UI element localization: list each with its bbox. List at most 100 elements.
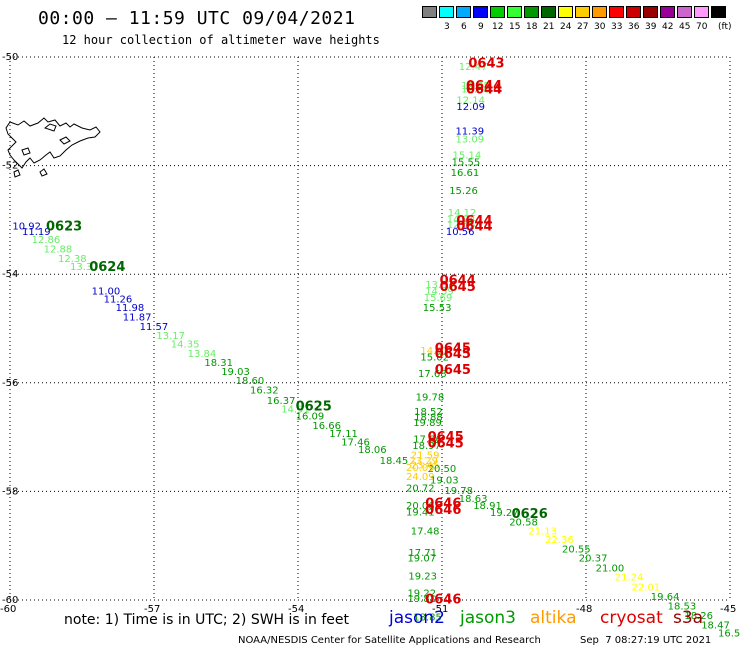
colorbar-swatch <box>490 6 505 18</box>
wave-height-label: 18.88 <box>414 412 443 423</box>
colorbar-swatch <box>609 6 624 18</box>
wave-height-label: 12.88 <box>461 84 490 95</box>
wave-height-label: 16.66 <box>312 421 341 432</box>
colorbar-swatch <box>694 6 709 18</box>
pass-time-label: 0646 <box>425 592 461 607</box>
footer-timestamp: Sep 7 08:27:19 UTC 2021 <box>580 635 712 646</box>
wave-height-label: 17.46 <box>341 437 370 448</box>
satellite-legend-altika: altika <box>530 608 577 628</box>
map-note: note: 1) Time is in UTC; 2) SWH is in fe… <box>64 612 350 628</box>
colorbar-tick-label: 36 <box>628 22 640 32</box>
wave-height-label: 15.26 <box>449 186 478 197</box>
colorbar-swatch <box>575 6 590 18</box>
wave-height-label: 22.36 <box>545 535 574 546</box>
wave-height-label: 11.87 <box>123 313 152 324</box>
wave-height-label: 18.97 <box>412 441 441 452</box>
colorbar-tick-label: 3 <box>444 22 450 32</box>
wave-height-label: 13.17 <box>156 331 185 342</box>
wave-height-label: 13.53 <box>425 280 454 291</box>
wave-height-label: 17.11 <box>329 429 358 440</box>
wave-height-label: 16.37 <box>267 396 296 407</box>
wave-height-label: 15.69 <box>424 293 453 304</box>
wave-height-label: 14.91 <box>281 404 310 415</box>
wave-height-label: 12.55 <box>447 220 476 231</box>
wave-height-label: 18.31 <box>204 358 233 369</box>
colorbar-swatch <box>677 6 692 18</box>
wave-height-label: 14.59 <box>425 286 454 297</box>
wave-height-label: 12.88 <box>44 245 73 256</box>
lat-tick-label: -58 <box>2 486 18 497</box>
wave-height-label: 16.09 <box>296 411 325 422</box>
wave-height-label: 15.55 <box>452 157 481 168</box>
map-subtitle: 12 hour collection of altimeter wave hei… <box>62 33 380 47</box>
colorbar-tick-label: 45 <box>679 22 691 32</box>
pass-time-label: 0645 <box>435 342 471 357</box>
wave-height-label: 14.12 <box>448 208 477 219</box>
colorbar-swatch <box>626 6 641 18</box>
wave-height-label: 19.22 <box>407 588 436 599</box>
satellite-legend-jason3: jason3 <box>460 608 516 628</box>
wave-height-label: 12.47 <box>459 62 488 73</box>
wave-height-label: 20.50 <box>428 464 457 475</box>
colorbar-tick-label: 39 <box>645 22 657 32</box>
wave-height-label: 15.14 <box>453 151 482 162</box>
colorbar-unit: (ft) <box>718 22 732 32</box>
wave-height-label: 12.14 <box>456 95 485 106</box>
colorbar-swatch <box>524 6 539 18</box>
colorbar-swatch <box>643 6 658 18</box>
wave-height-label: 19.64 <box>651 592 680 603</box>
colorbar-tick-label: 24 <box>560 22 572 32</box>
wave-height-label: 16.52 <box>718 629 740 640</box>
colorbar-tick-label: 33 <box>611 22 623 32</box>
wave-height-label: 24.09 <box>406 472 435 483</box>
wave-height-label: 11.39 <box>455 126 484 137</box>
pass-time-label: 0645 <box>428 430 464 445</box>
wave-height-label: 22.01 <box>632 582 661 593</box>
colorbar-swatch <box>660 6 675 18</box>
wave-height-label: 18.60 <box>236 376 265 387</box>
wave-height-label: 12.65 <box>461 81 490 92</box>
wave-height-label: 13.37 <box>70 262 99 273</box>
wave-height-label: 17.68 <box>418 369 447 380</box>
wave-height-label: 11.19 <box>22 227 51 238</box>
colorbar-tick-label: 42 <box>662 22 674 32</box>
wave-height-label: 19.23 <box>408 572 437 583</box>
pass-time-label: 0625 <box>296 400 332 415</box>
wave-height-label: 21.59 <box>411 450 440 461</box>
wave-height-label: 19.78 <box>416 392 445 403</box>
pass-time-label: 0644 <box>466 82 502 97</box>
wave-height-label: 18.26 <box>684 611 713 622</box>
colorbar-swatch <box>507 6 522 18</box>
pass-time-label: 0644 <box>456 219 492 234</box>
wave-height-label: 14.24 <box>447 214 476 225</box>
wave-height-label: 20.09 <box>406 463 435 474</box>
wave-height-label: 11.26 <box>104 295 133 306</box>
colorbar-swatch <box>558 6 573 18</box>
wave-height-label: 21.13 <box>528 526 557 537</box>
wave-height-label: 18.06 <box>358 445 387 456</box>
wave-height-label: 11.57 <box>140 322 169 333</box>
colorbar-swatch <box>422 6 437 18</box>
satellite-legend-cryosat: cryosat <box>600 608 663 628</box>
wave-height-label: 19.27 <box>490 508 519 519</box>
lat-tick-label: -52 <box>2 161 18 172</box>
wave-height-label: 18.53 <box>668 601 697 612</box>
colorbar-tick-label: 6 <box>461 22 467 32</box>
wave-height-label: 18.47 <box>701 620 730 631</box>
colorbar-tick-label: 12 <box>492 22 504 32</box>
pass-time-label: 0626 <box>512 507 548 522</box>
wave-height-label: 12.38 <box>58 254 87 265</box>
pass-time-label: 0623 <box>46 219 82 234</box>
colorbar-swatch <box>711 6 726 18</box>
wave-height-label: 20.06 <box>406 501 435 512</box>
pass-time-label: 0646 <box>425 503 461 518</box>
wave-height-label: 11.98 <box>116 303 145 314</box>
pass-time-label: 0646 <box>425 496 461 511</box>
lat-tick-label: -60 <box>2 595 18 606</box>
wave-height-label: 19.03 <box>221 367 250 378</box>
lon-tick-label: -54 <box>288 604 304 615</box>
satellite-legend-s3a: s3a <box>673 608 704 628</box>
colorbar-swatch <box>439 6 454 18</box>
wave-height-label: 17.71 <box>408 548 437 559</box>
